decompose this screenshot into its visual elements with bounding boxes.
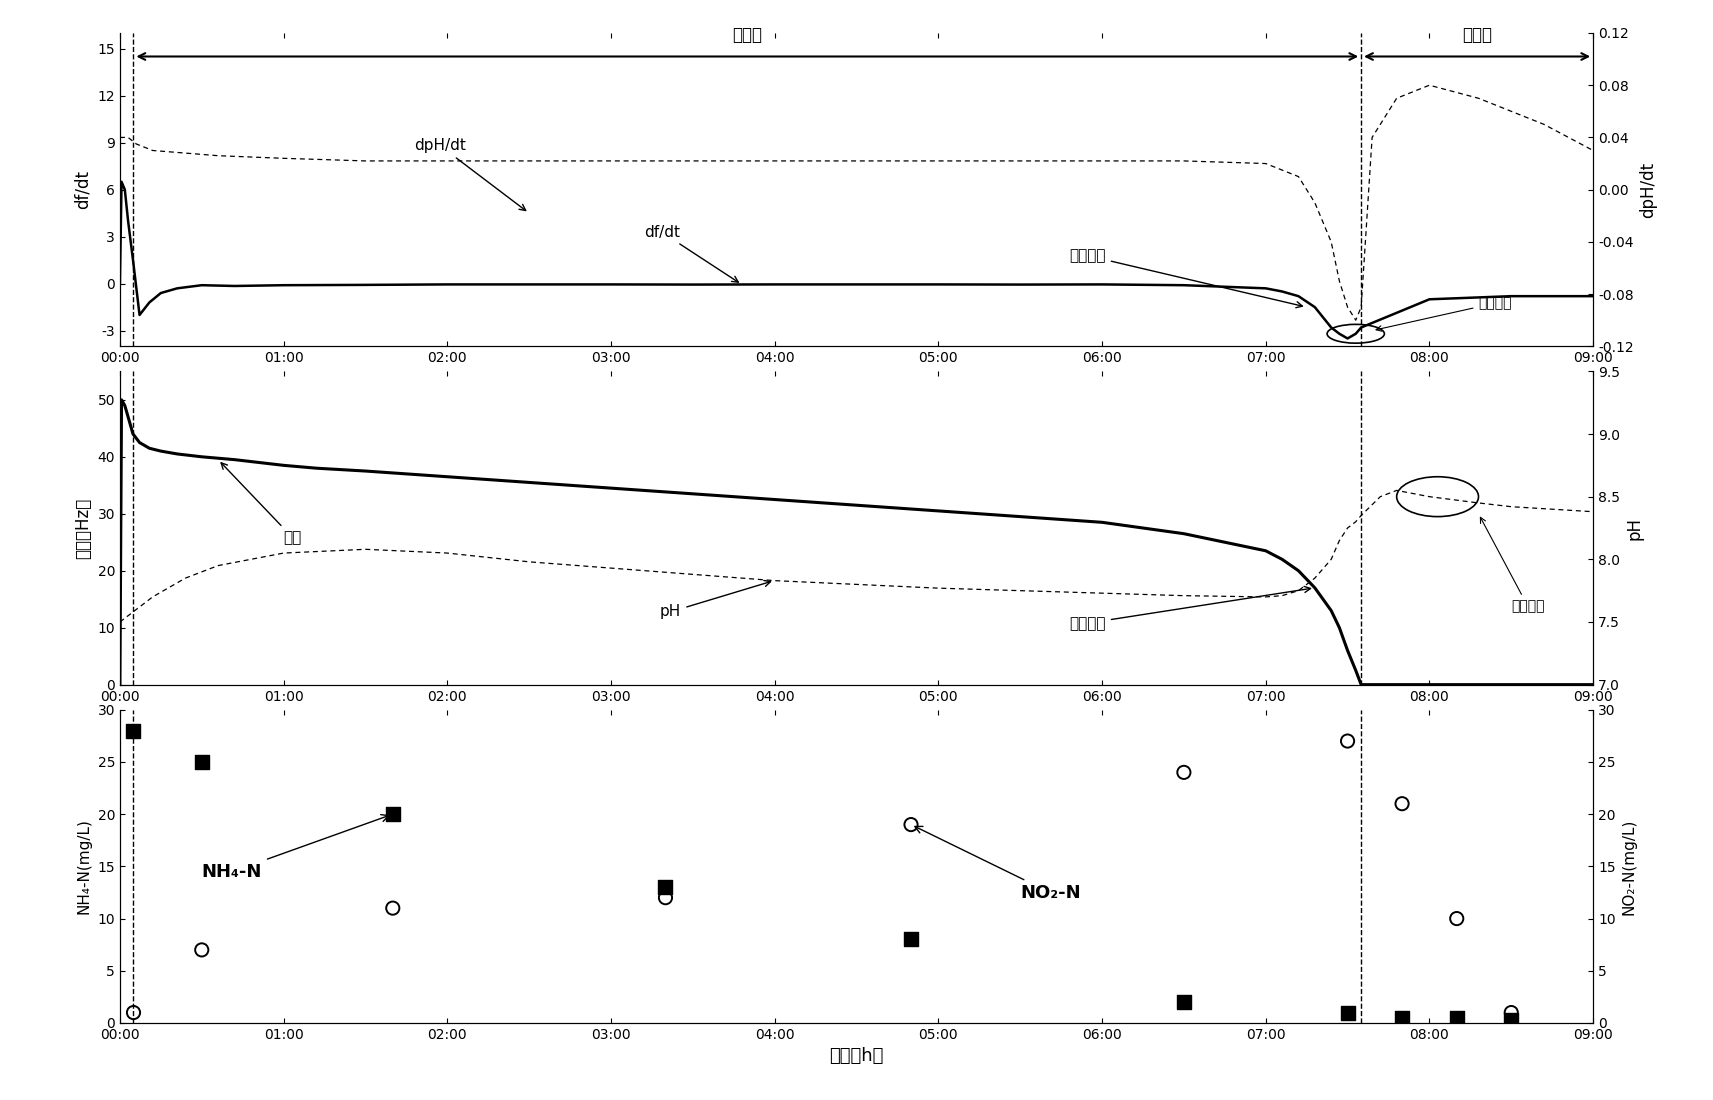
Text: NH₄-N: NH₄-N xyxy=(202,815,389,881)
Point xyxy=(1334,733,1362,750)
Point xyxy=(651,879,678,896)
Point xyxy=(1497,1004,1525,1022)
Point xyxy=(898,931,925,948)
Point xyxy=(379,900,406,917)
Point xyxy=(1388,795,1415,813)
Point xyxy=(1334,1004,1362,1022)
Text: 风机开: 风机开 xyxy=(733,26,762,44)
Text: 础酸盐峰: 础酸盐峰 xyxy=(1376,296,1513,331)
Y-axis label: NO₂-N(mg/L): NO₂-N(mg/L) xyxy=(1620,818,1636,914)
Point xyxy=(120,1004,147,1022)
Text: df/dt: df/dt xyxy=(644,224,738,283)
Text: dpH/dt: dpH/dt xyxy=(415,139,526,210)
Point xyxy=(188,754,216,771)
Text: pH: pH xyxy=(660,581,771,619)
Point xyxy=(188,942,216,959)
Point xyxy=(120,722,147,739)
Y-axis label: dpH/dt: dpH/dt xyxy=(1639,162,1656,218)
Point xyxy=(651,889,678,906)
Text: 氮变化点: 氮变化点 xyxy=(1069,586,1310,630)
Point xyxy=(379,805,406,823)
Point xyxy=(898,816,925,834)
Point xyxy=(1388,1009,1415,1026)
Text: 础酸盐峰: 础酸盐峰 xyxy=(1480,517,1545,614)
Point xyxy=(1442,910,1470,927)
Text: 频率: 频率 xyxy=(221,463,301,546)
X-axis label: 时间（h）: 时间（h） xyxy=(829,1047,884,1066)
Point xyxy=(1497,1011,1525,1028)
Y-axis label: df/dt: df/dt xyxy=(74,170,93,209)
Y-axis label: 频率（Hz）: 频率（Hz） xyxy=(74,497,93,559)
Y-axis label: NH₄-N(mg/L): NH₄-N(mg/L) xyxy=(77,818,93,914)
Point xyxy=(1170,993,1197,1011)
Text: 氮变化点: 氮变化点 xyxy=(1069,249,1302,308)
Y-axis label: pH: pH xyxy=(1626,517,1643,539)
Text: 风机关: 风机关 xyxy=(1463,26,1492,44)
Point xyxy=(1170,763,1197,781)
Point xyxy=(1442,1009,1470,1026)
Text: NO₂-N: NO₂-N xyxy=(915,826,1081,902)
